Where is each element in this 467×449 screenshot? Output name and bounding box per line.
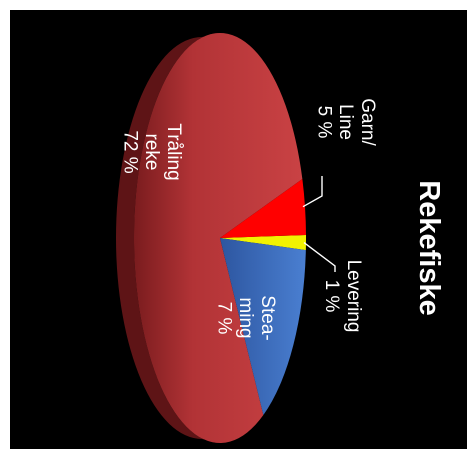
label-traling-reke-line: Tråling [163,123,184,180]
label-garn-line-line: 5 % [313,106,334,139]
title-group: Rekefiske [413,180,445,315]
slice-levering [220,234,306,251]
leader-garn-line [302,176,323,208]
label-steaming: Stea-ming7 % [213,295,278,340]
slice-traling-reke [134,32,303,443]
label-traling-reke-line: reke [141,134,162,171]
pie-side-depth [116,33,220,443]
pie-group [116,32,306,443]
label-steaming-line: Stea- [257,295,278,340]
label-levering-line: Levering [343,260,364,333]
label-garn-line: Garn/Line5 % [313,98,378,146]
label-levering-line: 1 % [321,280,342,313]
slice-steaming [220,238,306,416]
label-garn-line-line: Line [335,104,356,140]
label-levering: Levering1 % [321,260,364,333]
label-traling-reke-line: 72 % [119,130,140,173]
label-steaming-line: 7 % [213,302,234,335]
frame-left [0,0,10,449]
label-traling-reke: Trålingreke72 % [119,123,184,180]
label-steaming-line: ming [235,297,256,338]
chart-title: Rekefiske [413,180,445,315]
label-group: Trålingreke72 %Stea-ming7 %Garn/Line5 %L… [119,98,378,340]
frame-top [0,0,467,10]
slice-garn-line [220,178,306,238]
leader-levering [303,241,336,272]
label-garn-line-line: Garn/ [357,98,378,146]
